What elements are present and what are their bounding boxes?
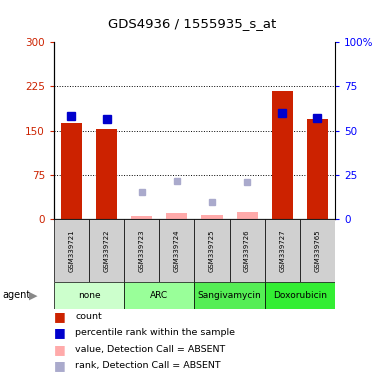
Bar: [264, 282, 335, 309]
Bar: [124, 219, 159, 282]
Bar: [89, 219, 124, 282]
Text: GSM339724: GSM339724: [174, 229, 180, 272]
Text: ■: ■: [54, 326, 66, 339]
Bar: [236, 212, 258, 219]
Text: ARC: ARC: [150, 291, 168, 300]
Bar: [54, 282, 124, 309]
Bar: [307, 119, 328, 219]
Text: Sangivamycin: Sangivamycin: [198, 291, 261, 300]
Text: ▶: ▶: [28, 290, 37, 300]
Bar: [300, 219, 335, 282]
Bar: [264, 219, 300, 282]
Text: value, Detection Call = ABSENT: value, Detection Call = ABSENT: [75, 344, 225, 354]
Text: GSM339725: GSM339725: [209, 229, 215, 272]
Text: ■: ■: [54, 310, 66, 323]
Bar: [272, 91, 293, 219]
Bar: [61, 124, 82, 219]
Text: ■: ■: [54, 343, 66, 356]
Text: none: none: [78, 291, 100, 300]
Text: count: count: [75, 312, 102, 321]
Bar: [124, 282, 194, 309]
Text: ■: ■: [54, 359, 66, 372]
Bar: [131, 216, 152, 219]
Bar: [194, 282, 265, 309]
Bar: [96, 129, 117, 219]
Bar: [166, 213, 187, 219]
Text: GSM339721: GSM339721: [69, 229, 74, 272]
Text: GDS4936 / 1555935_s_at: GDS4936 / 1555935_s_at: [108, 17, 277, 30]
Bar: [194, 219, 229, 282]
Text: GSM339723: GSM339723: [139, 229, 145, 272]
Text: GSM339722: GSM339722: [104, 229, 110, 272]
Text: percentile rank within the sample: percentile rank within the sample: [75, 328, 235, 338]
Text: agent: agent: [2, 290, 30, 300]
Bar: [201, 215, 223, 219]
Bar: [54, 219, 89, 282]
Bar: [159, 219, 194, 282]
Text: GSM339765: GSM339765: [315, 229, 320, 272]
Text: GSM339727: GSM339727: [279, 229, 285, 272]
Text: GSM339726: GSM339726: [244, 229, 250, 272]
Bar: [229, 219, 265, 282]
Text: rank, Detection Call = ABSENT: rank, Detection Call = ABSENT: [75, 361, 221, 370]
Text: Doxorubicin: Doxorubicin: [273, 291, 327, 300]
